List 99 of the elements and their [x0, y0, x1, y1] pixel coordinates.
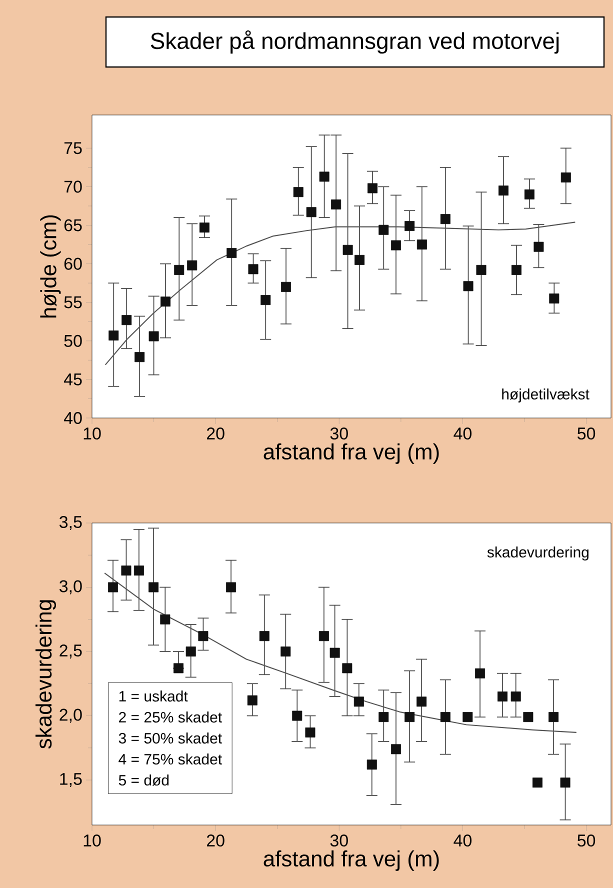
y-tick-label: 40 — [64, 412, 82, 424]
y-tick-label: 65 — [64, 219, 82, 232]
point — [416, 240, 427, 250]
annotation: skadevurdering — [487, 546, 588, 560]
point — [390, 240, 401, 250]
annotation: højdetilvækst — [502, 388, 590, 402]
annotation: 4 = 75% skadet — [118, 754, 222, 765]
point — [248, 264, 258, 274]
point — [293, 187, 304, 198]
point — [510, 691, 521, 702]
point — [318, 631, 329, 642]
x-tick-label: 20 — [206, 834, 224, 847]
y-tick-label: 50 — [64, 334, 82, 347]
point — [198, 631, 208, 642]
point — [560, 778, 570, 788]
point — [330, 648, 340, 658]
point — [416, 696, 427, 707]
point — [366, 760, 377, 770]
y-axis-title: højde (cm) — [40, 215, 61, 318]
point — [354, 254, 365, 265]
point — [378, 224, 389, 235]
y-tick-label: 75 — [64, 142, 82, 154]
point — [498, 186, 508, 196]
point — [498, 691, 508, 702]
point — [548, 712, 559, 722]
x-tick-label: 50 — [578, 428, 596, 440]
point — [404, 712, 415, 722]
y-tick-label: 3,5 — [59, 516, 82, 530]
x-tick-label: 30 — [330, 834, 348, 847]
point — [260, 295, 271, 306]
point — [462, 712, 473, 722]
point — [534, 242, 544, 252]
point — [121, 566, 132, 576]
point — [524, 189, 534, 200]
point — [560, 172, 571, 182]
x-axis-title: afstand fra vej (m) — [264, 850, 439, 871]
point — [160, 296, 171, 307]
point — [532, 778, 542, 788]
point — [148, 582, 159, 592]
annotation: 3 = 50% skadet — [118, 732, 222, 744]
y-tick-label: 55 — [64, 296, 82, 308]
point — [368, 183, 378, 194]
point — [187, 260, 198, 270]
y-tick-label: 60 — [64, 258, 82, 270]
chart-title: Skader på nordmannsgran ved motorvej — [150, 30, 559, 54]
point — [292, 710, 302, 721]
point — [108, 330, 119, 340]
point — [342, 244, 353, 255]
point — [108, 582, 118, 592]
point — [390, 744, 401, 754]
point — [174, 264, 184, 275]
x-axis-title: afstand fra vej (m) — [264, 443, 439, 464]
point — [306, 207, 316, 218]
annotation: 2 = 25% skadet — [119, 712, 222, 723]
annotation: 1 = uskadt — [119, 690, 188, 702]
x-tick-label: 40 — [454, 428, 472, 440]
x-tick-label: 20 — [206, 428, 224, 440]
point — [475, 668, 486, 678]
point — [305, 727, 316, 738]
point — [259, 631, 270, 642]
point — [247, 695, 258, 706]
point — [463, 281, 474, 292]
point — [319, 172, 330, 182]
point — [354, 696, 364, 707]
point — [549, 293, 560, 304]
point — [280, 646, 291, 657]
x-tick-label: 50 — [578, 834, 596, 847]
point — [476, 264, 486, 275]
point — [378, 712, 389, 722]
point — [281, 282, 292, 292]
point — [186, 646, 196, 657]
point — [134, 352, 145, 362]
y-tick-label: 3,0 — [59, 580, 82, 594]
x-tick-label: 40 — [454, 834, 472, 847]
point — [404, 221, 415, 232]
x-tick-label: 10 — [84, 428, 101, 440]
point — [342, 663, 352, 674]
point — [148, 331, 159, 342]
y-tick-label: 2,5 — [60, 644, 82, 659]
y-tick-label: 2,0 — [60, 708, 82, 723]
point — [331, 199, 342, 210]
point — [523, 712, 534, 722]
point — [226, 582, 236, 592]
point — [440, 214, 450, 224]
y-axis-title: skadevurdering — [36, 600, 56, 749]
point — [174, 663, 184, 674]
point — [511, 264, 522, 275]
y-tick-label: 1,5 — [60, 773, 82, 787]
point — [199, 222, 210, 233]
y-tick-label: 45 — [64, 374, 82, 386]
point — [440, 712, 450, 722]
point — [134, 566, 144, 576]
point — [160, 614, 170, 624]
point — [226, 248, 237, 258]
y-tick-label: 70 — [64, 180, 82, 193]
x-tick-label: 30 — [330, 428, 348, 440]
annotation: 5 = død — [118, 774, 169, 786]
x-tick-label: 10 — [84, 834, 101, 847]
point — [122, 315, 132, 326]
